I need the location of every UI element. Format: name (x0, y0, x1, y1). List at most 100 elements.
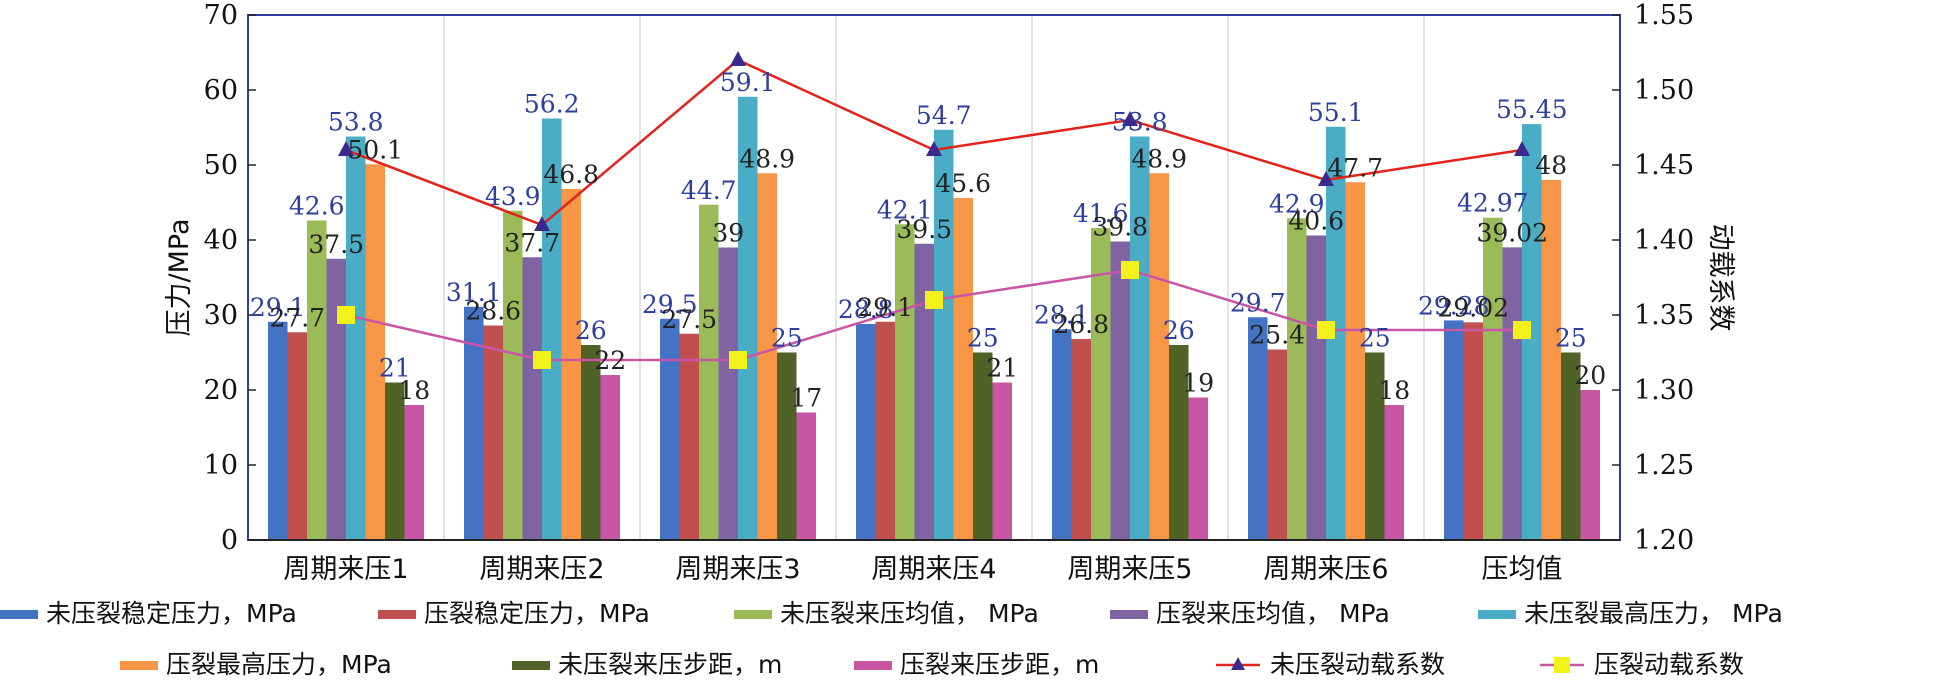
category-label: 周期来压2 (479, 554, 604, 585)
bar (1541, 180, 1561, 540)
data-label: 25.4 (1249, 321, 1305, 350)
data-label: 53.8 (328, 108, 384, 137)
data-label: 50.1 (347, 135, 403, 164)
data-label: 28.8 (838, 295, 894, 324)
y-tick-label: 50 (204, 150, 238, 181)
bar (1483, 217, 1503, 540)
data-label: 29.28 (1418, 291, 1490, 320)
legend-swatch (1478, 610, 1516, 619)
square-marker (729, 351, 747, 369)
legend-label: 未压裂稳定压力，MPa (46, 599, 297, 628)
triangle-marker (730, 51, 746, 66)
axes: 压力/MPa 动载系数 0 10 20 30 40 50 60 70 1.20 1.25 1.30 1… (164, 0, 1736, 585)
data-label: 21 (379, 354, 411, 383)
bar (561, 189, 581, 540)
data-label: 18 (398, 376, 430, 405)
triangle-marker (534, 216, 550, 231)
bar (679, 333, 699, 540)
square-marker (925, 291, 943, 309)
bar (1052, 329, 1072, 540)
data-label: 55.1 (1308, 98, 1364, 127)
bar (1149, 173, 1169, 540)
data-label: 39 (712, 219, 744, 248)
data-label: 48 (1535, 151, 1567, 180)
bar (1188, 397, 1208, 540)
bar (1463, 322, 1483, 540)
bar (992, 382, 1012, 540)
data-label: 29.5 (642, 290, 698, 319)
data-label: 47.7 (1327, 153, 1383, 182)
y-axis-title: 压力/MPa (164, 218, 195, 336)
bar (699, 204, 719, 540)
data-label: 42.9 (1269, 189, 1325, 218)
y2-axis-title: 动载系数 (1705, 224, 1736, 332)
data-label: 25 (967, 324, 999, 353)
bar (503, 210, 523, 540)
data-label: 40.6 (1288, 207, 1344, 236)
bar (796, 412, 816, 540)
bar (914, 243, 934, 540)
data-label: 25 (771, 324, 803, 353)
bar (287, 332, 307, 540)
data-label: 39.02 (1476, 218, 1548, 247)
bar (464, 306, 484, 540)
data-label: 21 (986, 354, 1018, 383)
bar (346, 136, 366, 540)
bar (1287, 218, 1307, 540)
bar (404, 405, 424, 540)
data-label: 25 (1359, 324, 1391, 353)
legend-swatch (734, 610, 772, 619)
data-label: 28.6 (465, 297, 521, 326)
bar (718, 247, 738, 540)
legend-swatch (512, 661, 550, 670)
data-label: 42.97 (1457, 189, 1529, 218)
data-labels: 29.1 31.1 29.5 28.8 28.1 29.7 29.28 27.7 28.6 27.… (250, 68, 1606, 413)
legend-square-marker (1554, 657, 1570, 673)
line-series (337, 51, 1531, 369)
legend-swatch (854, 661, 892, 670)
bar (1502, 247, 1522, 540)
data-label: 59.1 (720, 68, 776, 97)
data-label: 19 (1182, 369, 1214, 398)
bar (856, 324, 876, 540)
bar (757, 173, 777, 540)
bar (973, 352, 993, 540)
bar (1130, 136, 1150, 540)
bar (385, 382, 405, 540)
bar (660, 318, 680, 540)
bar (1169, 345, 1189, 540)
data-label: 28.1 (1034, 300, 1090, 329)
legend-label: 未压裂动载系数 (1270, 650, 1445, 679)
square-marker (1317, 321, 1335, 339)
bar (1110, 241, 1130, 540)
data-label: 29.1 (250, 293, 306, 322)
data-label: 31.1 (446, 278, 502, 307)
data-label: 43.9 (485, 182, 541, 211)
data-label: 48.9 (1131, 144, 1187, 173)
data-label: 20 (1574, 361, 1606, 390)
bar (1522, 124, 1542, 540)
legend-label: 未压裂最高压力， MPa (1524, 599, 1783, 628)
y-tick-label: 40 (204, 225, 238, 256)
y2-tick-label: 1.20 (1634, 525, 1694, 556)
grid-lines (443, 15, 1425, 540)
data-label: 54.7 (916, 101, 972, 130)
data-label: 42.1 (877, 195, 933, 224)
y2-tick-label: 1.45 (1634, 150, 1694, 181)
legend-label: 压裂来压均值， MPa (1156, 599, 1390, 628)
bar (1580, 390, 1600, 540)
y-tick-label: 20 (204, 375, 238, 406)
category-label: 周期来压1 (283, 554, 408, 585)
data-label: 27.5 (661, 305, 717, 334)
bar (522, 257, 542, 540)
bar (542, 118, 562, 540)
y-tick-label: 70 (204, 0, 238, 31)
legend-label: 未压裂来压均值， MPa (780, 599, 1039, 628)
data-label: 41.6 (1073, 199, 1129, 228)
data-label: 37.5 (308, 230, 364, 259)
bar (1345, 182, 1365, 540)
y2-tick-label: 1.30 (1634, 375, 1694, 406)
legend: 未压裂稳定压力，MPa 压裂稳定压力，MPa 未压裂来压均值， MPa 压裂来压均值，… (0, 599, 1783, 679)
category-label: 周期来压6 (1263, 554, 1388, 585)
bar (600, 375, 620, 540)
